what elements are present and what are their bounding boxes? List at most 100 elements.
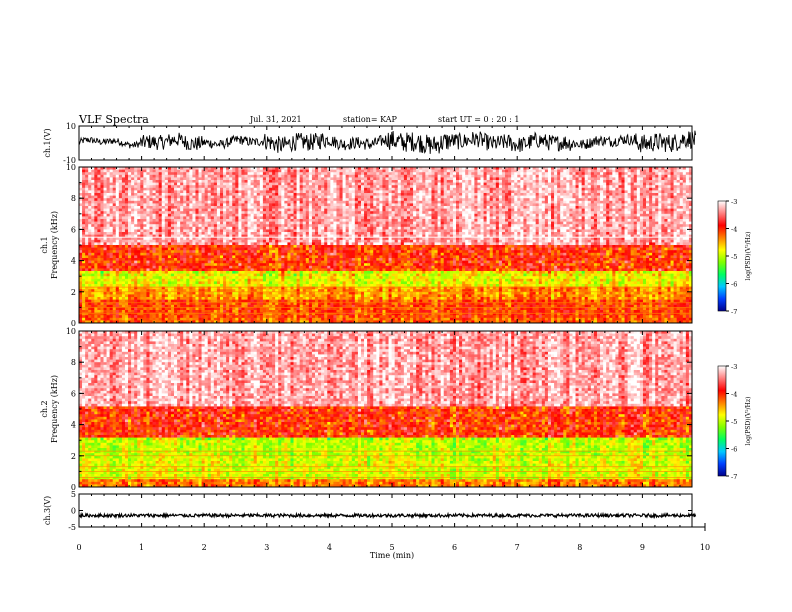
ch1spec-cell: [281, 239, 285, 243]
ch1spec-cell: [198, 273, 202, 277]
ch1spec-cell: [183, 291, 187, 295]
ch1spec-cell: [198, 312, 202, 316]
ch1spec-cell: [235, 299, 239, 303]
ch1spec-cell: [232, 276, 236, 280]
ch1spec-cell: [167, 169, 172, 173]
ch1spec-cell: [315, 206, 319, 209]
ch1spec-cell: [158, 193, 163, 196]
ch1spec-cell: [167, 185, 172, 189]
ch1spec-cell: [198, 263, 202, 267]
ch1spec-cell: [281, 242, 285, 246]
ch1spec-cell: [192, 224, 196, 228]
ch1spec-cell: [100, 203, 104, 207]
ch1spec-cell: [149, 263, 153, 267]
ch1spec-cell: [143, 273, 147, 277]
ch1spec-cell: [91, 278, 95, 282]
ch1spec-cell: [235, 304, 239, 308]
ch1spec-cell: [112, 172, 117, 176]
ch1spec-cell: [308, 284, 313, 287]
ch1spec-cell: [232, 219, 236, 222]
ch1spec-cell: [100, 245, 104, 248]
ch1spec-cell: [121, 252, 126, 256]
ch1spec-cell: [79, 219, 83, 222]
ch1spec-cell: [241, 276, 245, 280]
ch1spec-cell: [85, 273, 89, 277]
ch1spec-cell: [238, 208, 242, 212]
ch1spec-cell: [235, 203, 239, 207]
ch1spec-cell: [170, 310, 175, 313]
ch1spec-cell: [180, 195, 184, 199]
ch1spec-cell: [210, 273, 215, 277]
ch1spec-cell: [293, 297, 297, 300]
ch1spec-cell: [287, 177, 291, 181]
ch1spec-cell: [321, 232, 325, 235]
ch1spec-cell: [106, 203, 110, 207]
ch1spec-cell: [241, 195, 245, 199]
ch1spec-cell: [131, 172, 135, 176]
ch1spec-cell: [143, 239, 147, 243]
ch1spec-cell: [241, 203, 245, 207]
ch1spec-cell: [229, 252, 233, 256]
ch1spec-cell: [118, 276, 123, 280]
ch1spec-cell: [284, 320, 288, 324]
ch1spec-cell: [85, 177, 89, 181]
ch1spec-cell: [174, 289, 178, 293]
ch1spec-cell: [305, 310, 310, 313]
ch1spec-cell: [213, 247, 218, 251]
ch1spec-cell: [311, 229, 316, 233]
ch1spec-cell: [106, 291, 110, 295]
ch1spec-cell: [315, 198, 319, 202]
ch1spec-cell: [109, 294, 114, 298]
ch1spec-cell: [308, 245, 313, 248]
ch1spec-cell: [305, 211, 310, 215]
ch1spec-cell: [256, 255, 261, 259]
ch1spec-cell: [124, 263, 129, 267]
ch1spec-cell: [112, 206, 117, 209]
ch1spec-cell: [241, 289, 245, 293]
ch1spec-cell: [118, 195, 123, 199]
ch1spec-cell: [177, 172, 181, 176]
ch1spec-cell: [177, 252, 181, 256]
ch1spec-cell: [204, 229, 209, 233]
ch1spec-cell: [112, 250, 117, 254]
ch1spec-cell: [124, 317, 129, 321]
ch1spec-cell: [94, 268, 98, 272]
ch1spec-cell: [232, 289, 236, 293]
ch1spec-cell: [321, 167, 325, 170]
ch1spec-cell: [183, 250, 187, 254]
ch1spec-cell: [311, 193, 316, 196]
ch1spec-cell: [94, 307, 98, 311]
ch1spec-cell: [164, 224, 169, 228]
ch1spec-cell: [186, 169, 190, 173]
ch1spec-cell: [94, 180, 98, 183]
ch1spec-cell: [152, 224, 156, 228]
ch1spec-cell: [305, 239, 310, 243]
ch1spec-cell: [281, 265, 285, 269]
ch1spec-cell: [88, 312, 92, 316]
start-time-label: start UT = 0 : 20 : 1: [438, 115, 519, 124]
ch1spec-cell: [180, 180, 184, 183]
ch1spec-cell: [229, 195, 233, 199]
ch1spec-cell: [85, 234, 89, 238]
ch1spec-cell: [121, 195, 126, 199]
ch1spec-cell: [94, 297, 98, 300]
ch1spec-cell: [115, 291, 120, 295]
ch1spec-cell: [103, 312, 107, 316]
ch1spec-cell: [155, 167, 159, 170]
ch1spec-cell: [170, 226, 175, 230]
ch1spec-cell: [327, 226, 331, 230]
ch1spec-cell: [192, 268, 196, 272]
ch1spec-cell: [121, 289, 126, 293]
ch1spec-cell: [88, 291, 92, 295]
ch1spec-cell: [272, 247, 276, 251]
ch1spec-cell: [134, 195, 138, 199]
ch1spec-cell: [244, 239, 248, 243]
ch1spec-cell: [272, 312, 276, 316]
ch1spec-cell: [128, 252, 132, 256]
ch1spec-cell: [88, 297, 92, 300]
ch1spec-cell: [226, 234, 230, 238]
ch1spec-cell: [305, 247, 310, 251]
ch1spec-cell: [259, 239, 264, 243]
ch1spec-cell: [324, 291, 328, 295]
ch1spec-cell: [112, 234, 117, 238]
